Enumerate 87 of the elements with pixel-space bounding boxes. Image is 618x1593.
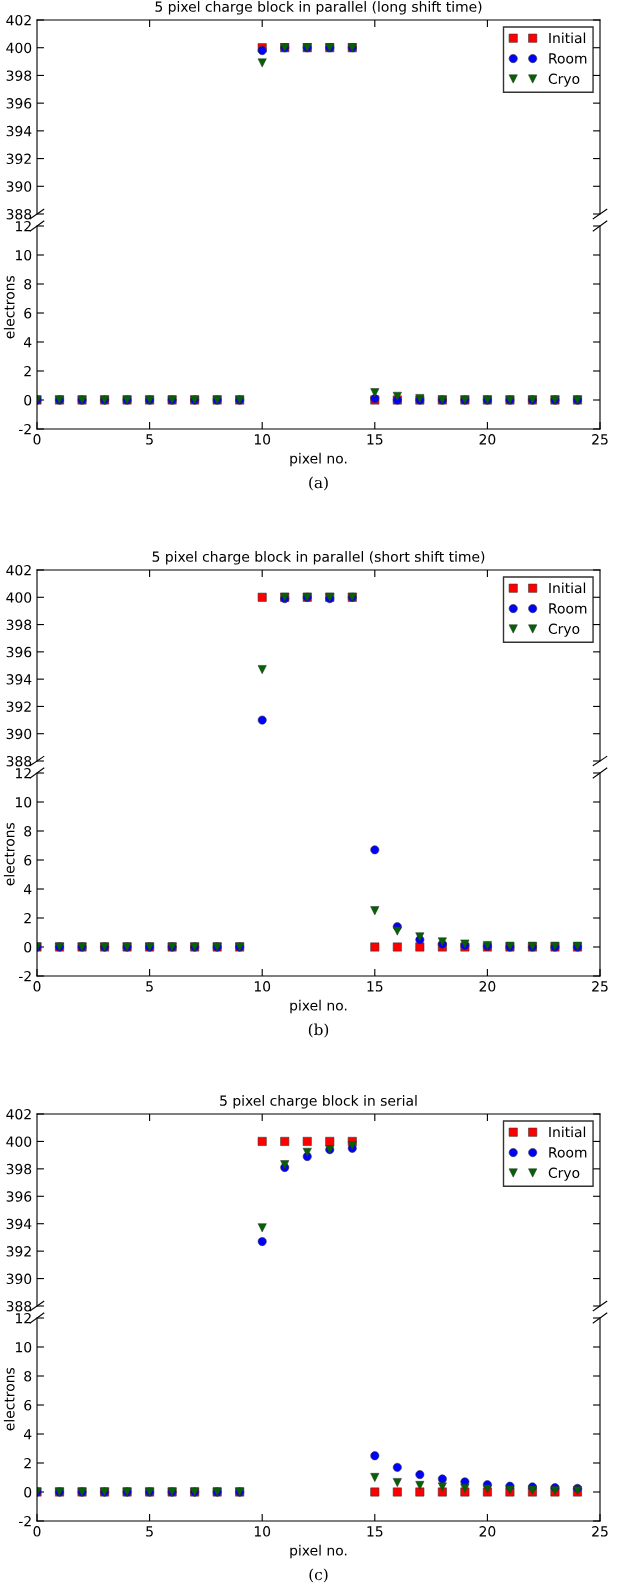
x-tick-label: 20	[479, 434, 496, 445]
y-tick-label: 390	[6, 1273, 32, 1285]
x-axis-title: pixel no.	[290, 999, 347, 1014]
y-tick-label: 12	[15, 220, 31, 232]
x-tick-label: 25	[592, 1526, 608, 1537]
x-tick-label: 10	[254, 434, 271, 445]
y-tick-label: 400	[6, 42, 32, 54]
y-tick-label: 0	[24, 941, 32, 953]
y-tick-label: 4	[23, 337, 32, 348]
y-tick-label: 398	[6, 1163, 32, 1175]
x-tick-label: 15	[367, 1526, 383, 1537]
y-tick-label: 396	[6, 1191, 32, 1202]
y-tick-label: 388	[6, 755, 32, 767]
y-tick-label: 0	[24, 394, 32, 406]
y-tick-label: 4	[23, 1429, 32, 1440]
chart-title: 5 pixel charge block in parallel (short shift time)	[152, 551, 485, 565]
y-tick-label: 398	[6, 619, 32, 631]
y-tick-label: -2	[18, 423, 31, 435]
text: (a)	[309, 476, 328, 491]
y-tick-label: 0	[24, 1486, 32, 1498]
y-tick-label: 390	[6, 181, 32, 192]
text: (c)	[309, 1568, 328, 1583]
y-tick-label: 402	[6, 564, 31, 576]
y-tick-label: 10	[15, 1341, 32, 1353]
x-tick-label: 0	[33, 1526, 41, 1537]
y-tick-label: 388	[6, 1300, 32, 1312]
y-tick-label: 392	[6, 701, 31, 712]
y-tick-label: 392	[6, 153, 31, 165]
y-tick-label: 402	[6, 1108, 31, 1120]
x-tick-label: 25	[592, 981, 608, 992]
y-tick-label: 2	[24, 365, 31, 377]
y-tick-label: 2	[24, 1457, 31, 1469]
y-tick-label: 8	[24, 825, 32, 837]
x-tick-label: 20	[479, 1526, 496, 1537]
y-tick-label: 12	[15, 767, 31, 779]
y-tick-label: 10	[15, 796, 32, 808]
y-tick-label: 6	[24, 307, 32, 319]
y-tick-label: 8	[24, 1370, 32, 1382]
y-tick-label: 394	[6, 125, 32, 137]
y-axis-title: electrons	[3, 1367, 15, 1431]
legend-label: Room	[549, 1147, 587, 1158]
x-tick-label: 15	[367, 434, 383, 445]
y-tick-label: 10	[15, 249, 32, 261]
y-axis-title: electrons	[3, 822, 15, 886]
legend-label: Initial	[549, 1126, 586, 1138]
y-tick-label: 402	[6, 14, 31, 26]
x-tick-label: 0	[33, 434, 41, 445]
chart-title: 5 pixel charge block in parallel (long shift time)	[155, 1, 482, 15]
y-tick-label: 400	[6, 592, 32, 603]
text: (b)	[308, 1023, 329, 1038]
x-tick-label: 5	[146, 434, 153, 445]
x-axis-title: pixel no.	[290, 452, 347, 467]
y-tick-label: 390	[6, 728, 32, 740]
y-tick-label: 6	[24, 854, 32, 866]
x-tick-label: 10	[254, 1526, 271, 1537]
y-tick-label: 394	[6, 674, 32, 685]
x-tick-label: 5	[146, 981, 153, 992]
x-tick-label: 15	[367, 981, 383, 992]
chart-title: 5 pixel charge block in serial	[220, 1095, 417, 1109]
y-tick-label: 6	[24, 1399, 32, 1411]
legend-label: Initial	[549, 32, 586, 44]
y-tick-label: 396	[6, 98, 32, 109]
y-tick-label: 4	[23, 884, 32, 895]
legend-label: Cryo	[548, 73, 580, 87]
legend-label: Room	[549, 603, 587, 614]
y-tick-label: 394	[6, 1218, 32, 1230]
x-tick-label: 20	[479, 981, 496, 992]
legend-label: Cryo	[548, 1167, 580, 1181]
y-tick-label: -2	[18, 970, 31, 982]
legend-label: Cryo	[548, 623, 580, 637]
y-tick-label: 388	[6, 208, 32, 220]
y-tick-label: 396	[6, 646, 32, 658]
legend-label: Initial	[549, 582, 586, 594]
x-tick-label: 25	[592, 434, 608, 445]
y-tick-label: 12	[15, 1312, 31, 1324]
x-axis-title: pixel no.	[290, 1544, 347, 1559]
y-tick-label: 400	[6, 1136, 32, 1147]
y-tick-label: 398	[6, 70, 32, 81]
x-tick-label: 10	[254, 981, 271, 992]
legend-label: Room	[549, 53, 587, 64]
y-tick-label: -2	[18, 1515, 31, 1527]
y-axis-title: electrons	[3, 275, 15, 339]
y-tick-label: 2	[24, 912, 31, 924]
y-tick-label: 8	[24, 278, 32, 290]
y-tick-label: 392	[6, 1246, 31, 1257]
x-tick-label: 5	[146, 1526, 153, 1537]
x-tick-label: 0	[33, 981, 41, 992]
